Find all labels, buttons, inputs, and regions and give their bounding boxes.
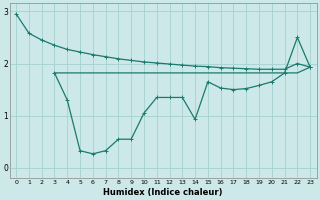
X-axis label: Humidex (Indice chaleur): Humidex (Indice chaleur) xyxy=(103,188,223,197)
